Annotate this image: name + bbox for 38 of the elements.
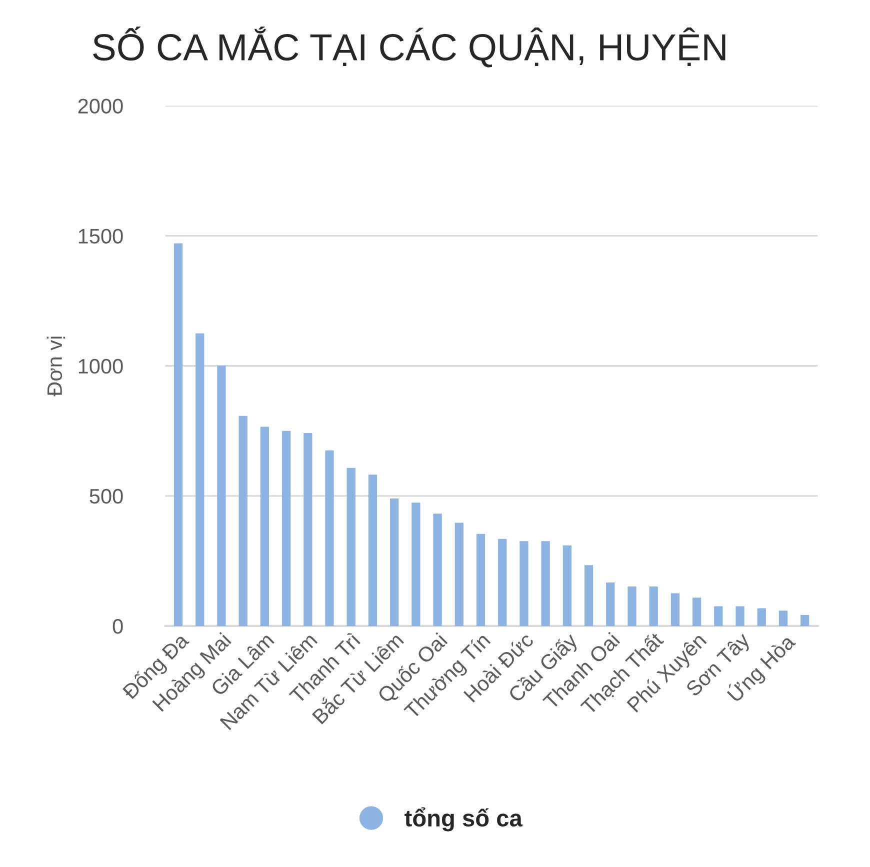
y-axis-title: Đơn vị	[46, 336, 66, 396]
bar	[412, 502, 420, 626]
bar	[736, 606, 744, 626]
y-tick-label: 500	[90, 488, 123, 504]
bar	[346, 468, 356, 626]
bar	[433, 514, 442, 626]
bar	[260, 426, 270, 626]
bar	[217, 366, 226, 626]
bar	[454, 522, 464, 626]
bar	[174, 243, 183, 626]
y-tick-label: 0	[112, 618, 123, 634]
bar	[628, 586, 636, 626]
bar	[649, 586, 658, 626]
bar	[800, 615, 810, 626]
bar	[520, 541, 528, 626]
bar	[498, 538, 507, 626]
bar	[714, 606, 723, 626]
bar	[390, 498, 399, 626]
bar	[282, 430, 291, 626]
bar	[541, 541, 550, 626]
bar	[692, 598, 702, 626]
bar	[196, 333, 204, 626]
y-tick-label: 2000	[78, 98, 123, 114]
y-tick-label: 1000	[78, 358, 123, 374]
bar	[584, 565, 594, 626]
bar	[606, 582, 615, 626]
legend-label: tổng số ca	[404, 807, 523, 832]
bar	[325, 450, 334, 626]
y-tick-label: 1500	[78, 228, 123, 244]
bar	[562, 545, 572, 626]
bar	[238, 416, 248, 626]
bar	[757, 608, 766, 626]
bar	[304, 432, 312, 626]
chart-title: SỐ CA MẮC TẠI CÁC QUẬN, HUYỆN	[93, 26, 726, 68]
bar	[778, 610, 788, 626]
bar	[368, 474, 378, 626]
bar	[670, 593, 680, 626]
bar	[476, 534, 486, 626]
